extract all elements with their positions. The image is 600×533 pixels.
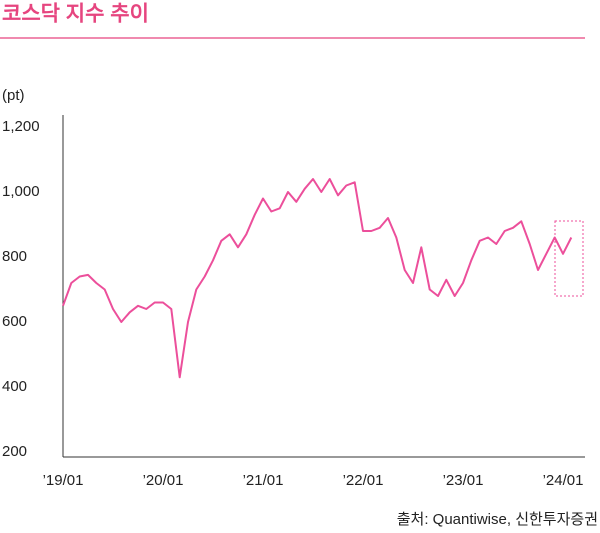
x-tick-label: ’22/01: [343, 472, 384, 489]
index-line: [62, 178, 573, 379]
y-tick-label: 400: [2, 378, 27, 395]
highlight-box: [554, 220, 584, 297]
y-tick-label: 800: [2, 248, 27, 265]
y-tick-label: 1,200: [2, 118, 40, 135]
y-tick-label: 200: [2, 443, 27, 460]
y-tick-label: 600: [2, 313, 27, 330]
x-tick-label: ’24/01: [543, 472, 584, 489]
y-axis-label: (pt): [2, 87, 25, 104]
x-tick-label: ’21/01: [243, 472, 284, 489]
y-tick-label: 1,000: [2, 183, 40, 200]
source: 출처: Quantiwise, 신한투자증권: [397, 511, 598, 528]
x-tick-label: ’23/01: [443, 472, 484, 489]
chart-title: 코스닥 지수 추이: [2, 3, 149, 26]
x-tick-label: ’20/01: [143, 472, 184, 489]
x-tick-label: ’19/01: [43, 472, 84, 489]
